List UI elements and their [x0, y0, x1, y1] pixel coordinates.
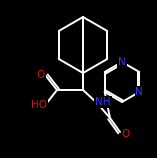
- Text: N: N: [118, 57, 126, 67]
- Text: O: O: [122, 129, 130, 139]
- Text: NH: NH: [95, 97, 111, 107]
- Text: N: N: [135, 87, 143, 97]
- Text: HO: HO: [31, 100, 47, 110]
- Text: O: O: [37, 70, 45, 80]
